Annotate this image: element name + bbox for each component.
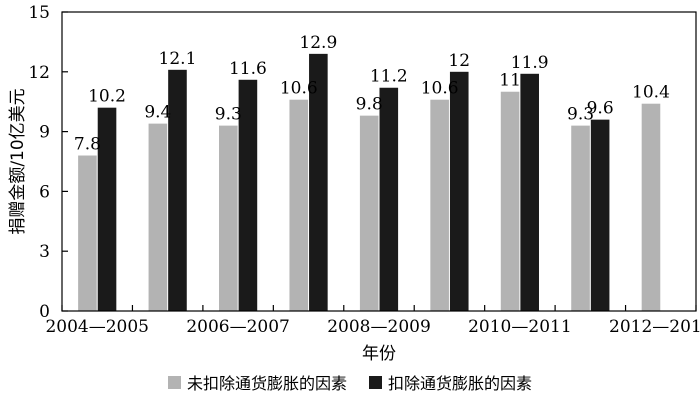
legend-swatch-gray <box>168 376 181 389</box>
x-tick-label: 2010—2011 <box>468 317 572 337</box>
data-label-series-1-cat-3: 9.3 <box>215 105 242 125</box>
legend-label-series-2: 扣除通货膨胀的因素 <box>388 370 532 394</box>
y-axis-title: 捐赠金额/10亿美元 <box>8 88 28 234</box>
data-label-series-2-cat-1: 10.2 <box>88 87 126 107</box>
y-tick-label: 3 <box>39 242 50 262</box>
bar-series-1-cat-6 <box>430 100 449 311</box>
x-tick-label: 2012—2013 <box>609 317 700 337</box>
data-label-series-1-cat-1: 7.8 <box>74 135 101 155</box>
bar-series-2-cat-5 <box>380 88 399 311</box>
x-tick-label: 2006—2007 <box>186 317 290 337</box>
data-label-series-1-cat-2: 9.4 <box>144 103 171 123</box>
data-label-series-2-cat-4: 12.9 <box>299 33 337 53</box>
data-label-series-2-cat-6: 12 <box>448 51 470 71</box>
legend-label-series-1: 未扣除通货膨胀的因素 <box>187 370 347 394</box>
data-label-series-2-cat-7: 11.9 <box>511 53 549 73</box>
data-label-series-2-cat-2: 12.1 <box>159 49 197 69</box>
bar-series-2-cat-7 <box>520 74 539 311</box>
data-label-series-1-cat-7: 11 <box>499 71 521 91</box>
bars-layer <box>78 54 660 311</box>
bar-series-1-cat-3 <box>219 126 238 311</box>
bar-series-2-cat-6 <box>450 72 469 311</box>
data-label-series-1-cat-6: 10.6 <box>421 79 459 99</box>
y-tick-label: 6 <box>39 182 50 202</box>
bar-series-2-cat-8 <box>591 120 610 311</box>
x-axis-title: 年份 <box>362 344 396 364</box>
bar-series-1-cat-8 <box>571 126 590 311</box>
x-tick-label: 2004—2005 <box>45 317 149 337</box>
bar-series-1-cat-5 <box>360 116 379 311</box>
legend-swatch-black <box>369 376 382 389</box>
data-label-series-2-cat-5: 11.2 <box>370 67 408 87</box>
bar-series-1-cat-2 <box>149 124 168 311</box>
data-label-series-2-cat-3: 11.6 <box>229 59 267 79</box>
bar-series-1-cat-9 <box>642 104 661 311</box>
data-label-series-1-cat-5: 9.8 <box>356 95 383 115</box>
legend: 未扣除通货膨胀的因素 扣除通货膨胀的因素 <box>0 370 700 394</box>
x-tick-label: 2008—2009 <box>327 317 431 337</box>
bar-series-1-cat-1 <box>78 156 97 311</box>
y-tick-label: 9 <box>39 123 50 143</box>
bar-series-1-cat-4 <box>289 100 308 311</box>
data-label-series-1-cat-9: 10.4 <box>632 83 670 103</box>
y-tick-label: 12 <box>28 63 50 83</box>
legend-item-series-1: 未扣除通货膨胀的因素 <box>168 370 347 394</box>
data-label-series-1-cat-4: 10.6 <box>280 79 318 99</box>
legend-item-series-2: 扣除通货膨胀的因素 <box>369 370 532 394</box>
data-label-series-2-cat-8: 9.6 <box>587 99 614 119</box>
bar-series-1-cat-7 <box>501 92 520 311</box>
y-tick-label: 15 <box>28 3 50 23</box>
